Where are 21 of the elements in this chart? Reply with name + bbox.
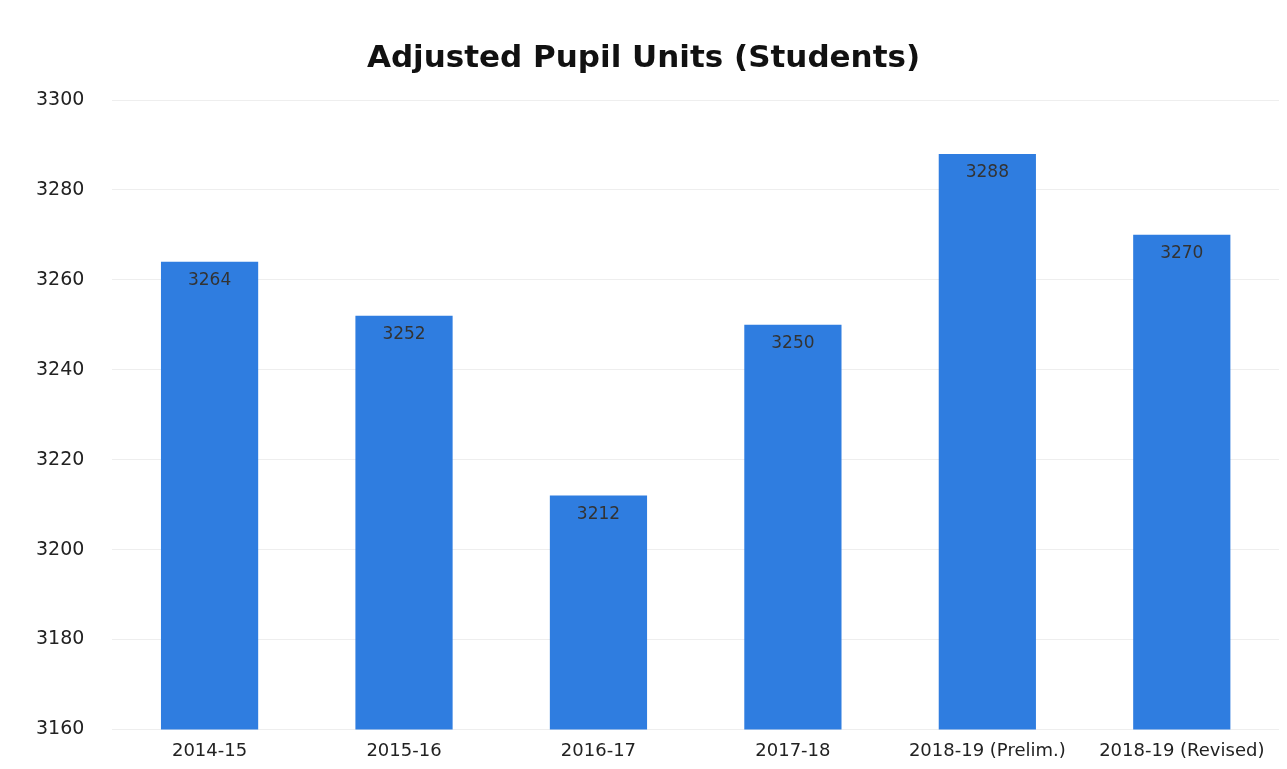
data-label: 3212 bbox=[576, 502, 621, 523]
data-label: 3270 bbox=[1160, 241, 1204, 262]
y-tick-label: 3260 bbox=[35, 266, 85, 289]
y-tick-label: 3160 bbox=[35, 716, 85, 739]
chart-title: Adjusted Pupil Units (Students) bbox=[365, 38, 922, 74]
y-tick-label: 3180 bbox=[35, 626, 85, 649]
y-tick-label: 3300 bbox=[35, 86, 85, 109]
x-tick-label: 2016-17 bbox=[560, 738, 637, 760]
y-tick-label: 3280 bbox=[35, 176, 85, 199]
data-label: 3252 bbox=[382, 322, 426, 343]
data-label: 3288 bbox=[965, 160, 1009, 181]
y-tick-label: 3240 bbox=[35, 356, 85, 379]
x-tick-label: 2015-16 bbox=[366, 738, 442, 760]
x-tick-label: 2018-19 (Revised) bbox=[1099, 738, 1265, 760]
y-tick-label: 3220 bbox=[35, 446, 85, 469]
y-tick-label: 3200 bbox=[35, 536, 85, 559]
x-tick-label: 2014-15 bbox=[171, 738, 248, 760]
data-label: 3250 bbox=[771, 331, 815, 352]
data-label: 3264 bbox=[187, 268, 232, 289]
x-tick-label: 2018-19 (Prelim.) bbox=[908, 738, 1066, 760]
x-tick-label: 2017-18 bbox=[755, 738, 831, 760]
